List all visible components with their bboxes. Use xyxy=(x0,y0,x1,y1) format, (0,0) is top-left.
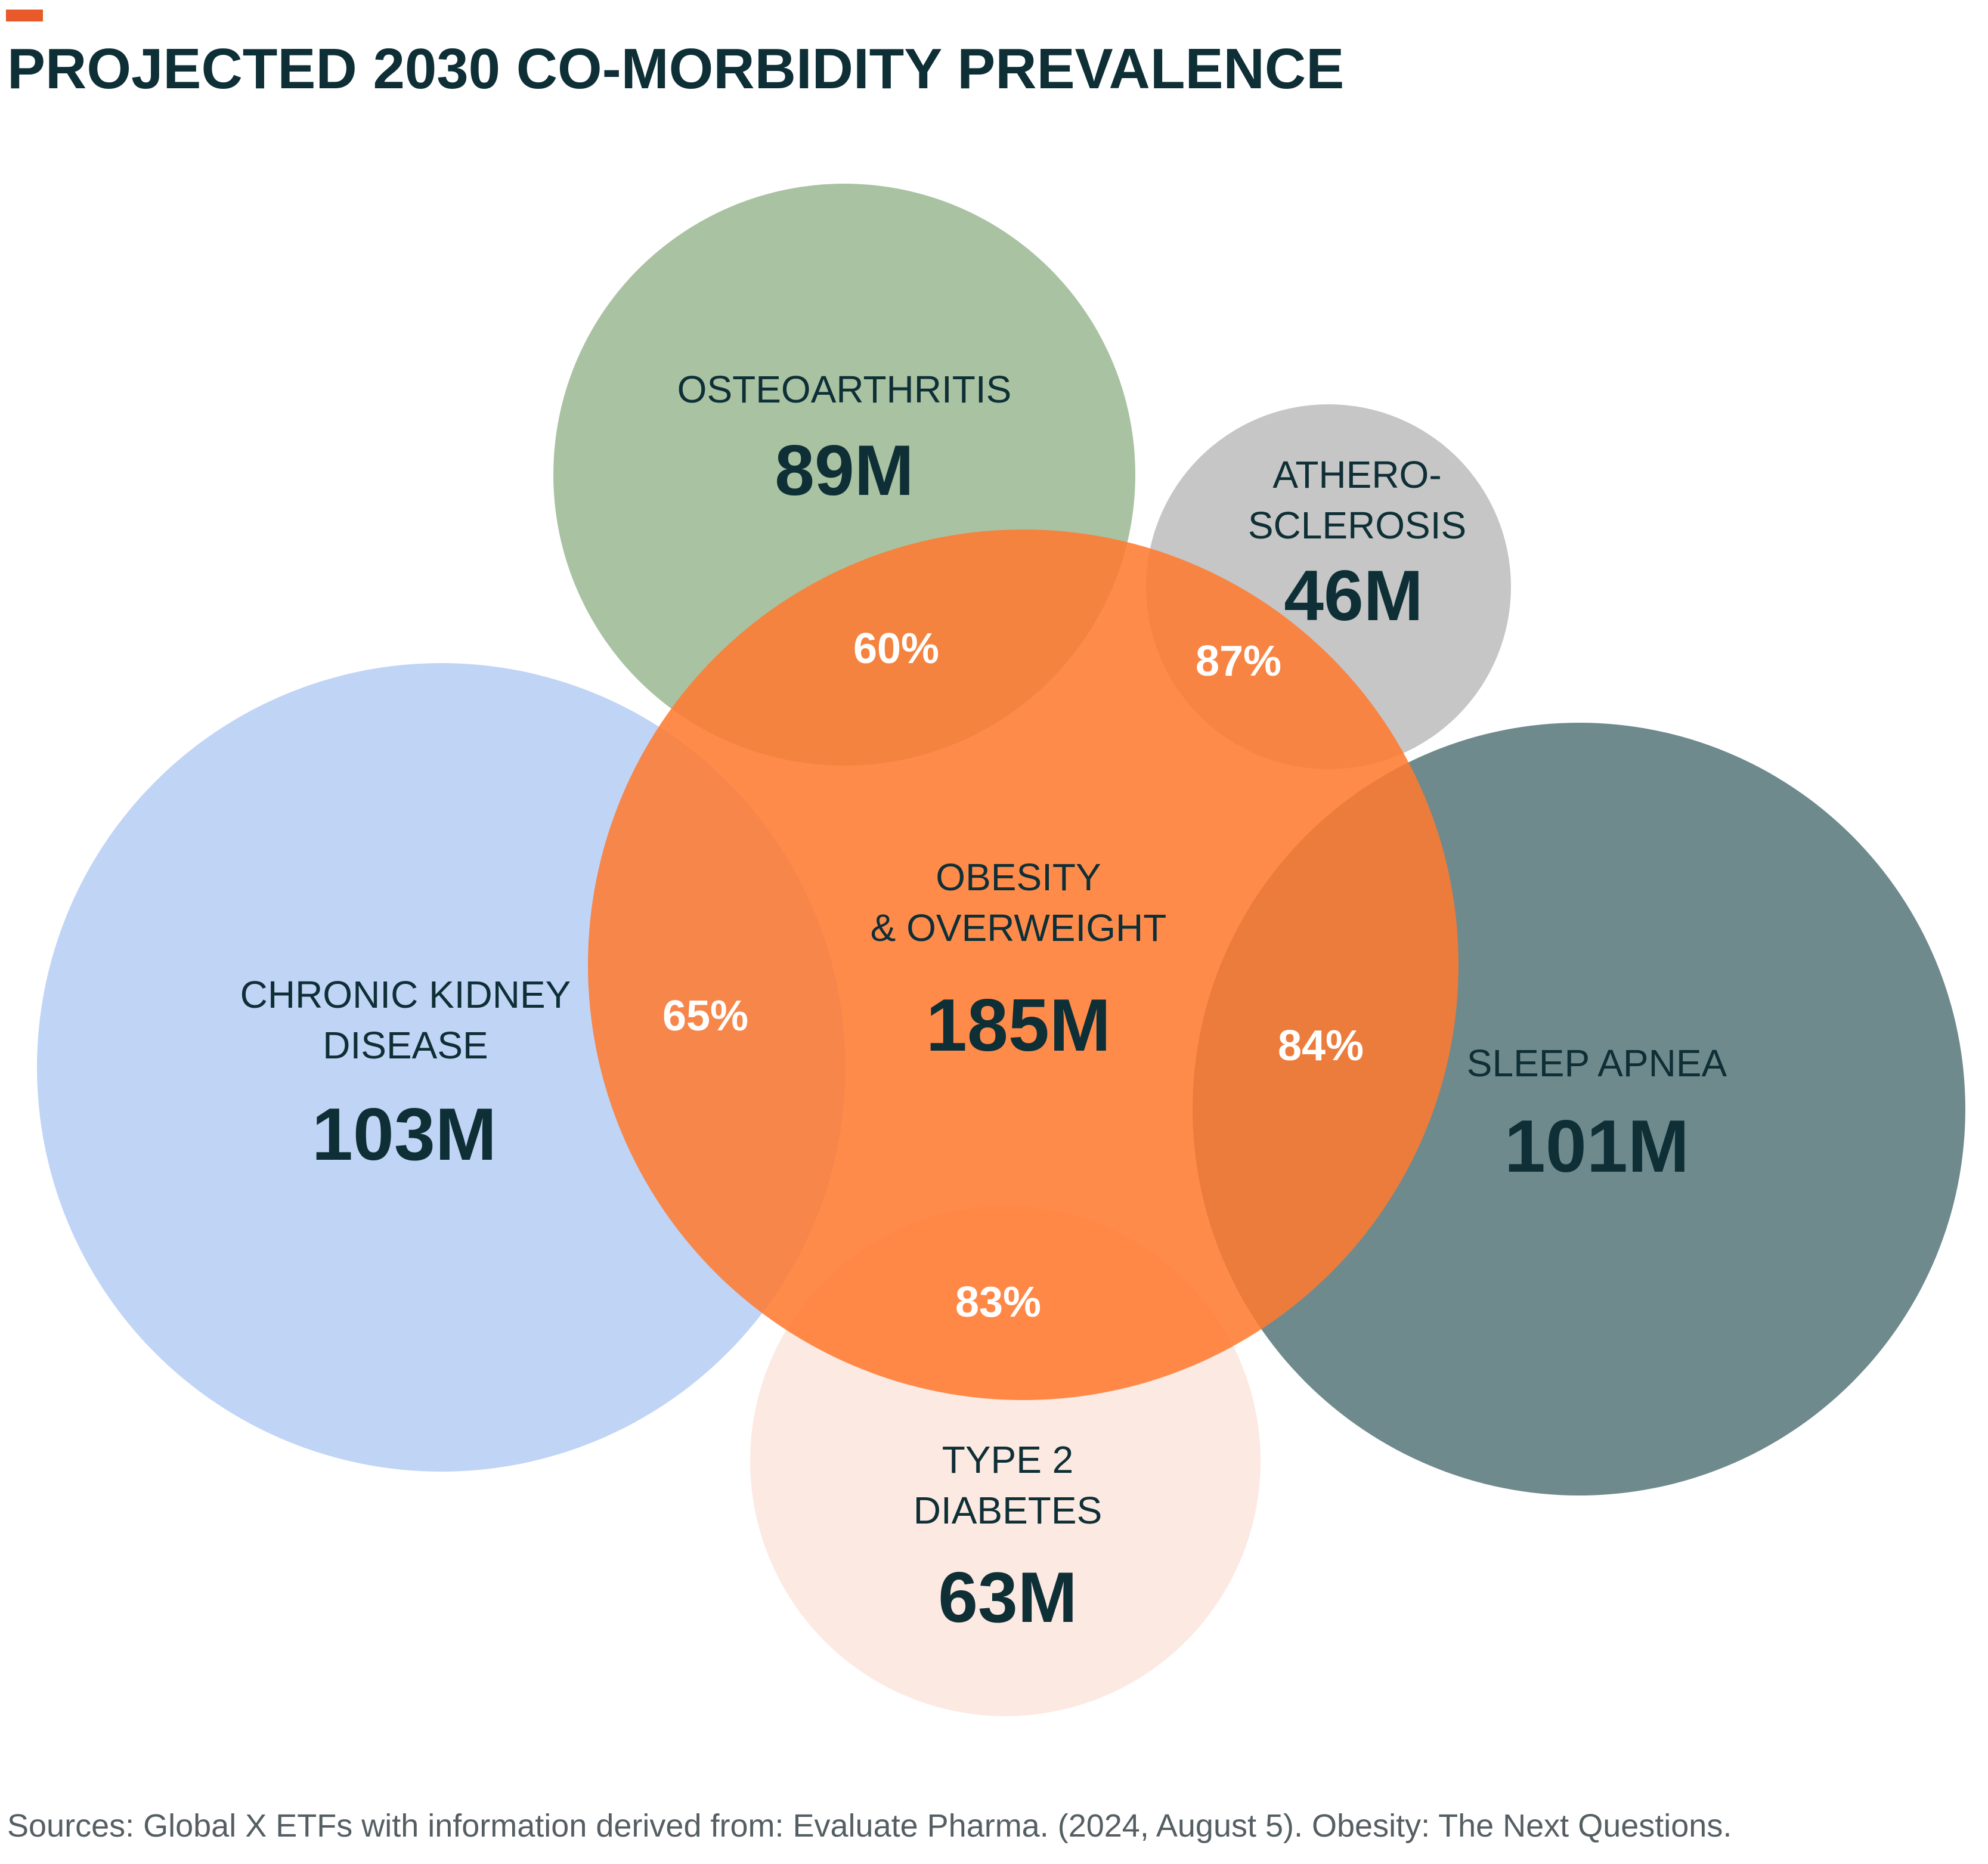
atherosclerosis-label-line2: SCLEROSIS xyxy=(1248,504,1466,547)
sleep-apnea-overlap-pct: 84% xyxy=(1278,1022,1364,1070)
source-note: Sources: Global X ETFs with information … xyxy=(7,1808,1732,1844)
kidney-value: 103M xyxy=(312,1094,497,1176)
diabetes-value: 63M xyxy=(938,1558,1077,1637)
circle-obesity xyxy=(588,530,1459,1400)
osteoarthritis-label: OSTEOARTHRITIS xyxy=(677,368,1012,411)
chart-title: PROJECTED 2030 CO-MORBIDITY PREVALENCE xyxy=(7,37,1344,101)
diabetes-label-line2: DIABETES xyxy=(914,1489,1103,1532)
atherosclerosis-overlap-pct: 87% xyxy=(1196,637,1281,685)
kidney-label-line1: CHRONIC KIDNEY xyxy=(240,973,571,1016)
obesity-label-line2: & OVERWEIGHT xyxy=(871,906,1167,949)
diabetes-label-line1: TYPE 2 xyxy=(942,1438,1074,1481)
obesity-label-line1: OBESITY xyxy=(936,856,1101,899)
sleep-apnea-label: SLEEP APNEA xyxy=(1467,1042,1727,1085)
osteoarthritis-value: 89M xyxy=(775,431,914,510)
atherosclerosis-label-line1: ATHERO- xyxy=(1272,453,1441,496)
kidney-label-line2: DISEASE xyxy=(323,1024,488,1067)
kidney-overlap-pct: 65% xyxy=(662,992,748,1040)
sleep-apnea-value: 101M xyxy=(1504,1106,1689,1188)
title-accent-bar xyxy=(6,10,43,21)
obesity-value: 185M xyxy=(926,984,1111,1067)
atherosclerosis-value: 46M xyxy=(1284,556,1423,636)
osteoarthritis-overlap-pct: 60% xyxy=(853,625,939,673)
diabetes-overlap-pct: 83% xyxy=(955,1278,1041,1326)
